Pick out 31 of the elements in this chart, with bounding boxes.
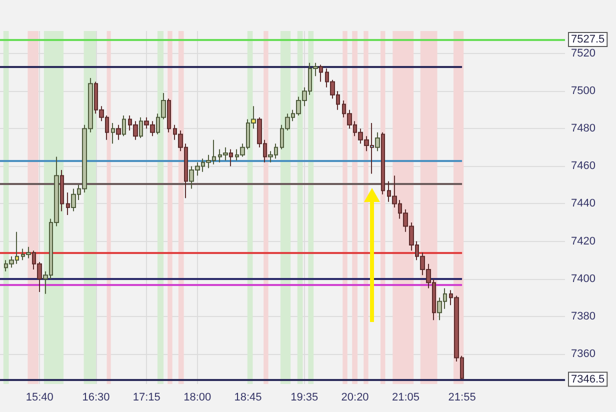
x-tick-label: 16:30 [82, 392, 110, 404]
candlestick [66, 192, 70, 216]
candlestick [111, 122, 115, 144]
candlestick [167, 98, 171, 133]
y-tick-label: 7480 [571, 122, 596, 135]
x-tick-label: 18:45 [234, 392, 262, 404]
ref-line-label: 7527.5 [571, 33, 605, 46]
candlestick [139, 116, 143, 139]
x-tick-label: 21:55 [448, 392, 476, 404]
x-tick-label: 19:35 [290, 392, 318, 404]
x-tick-label: 18:00 [184, 392, 212, 404]
candlestick [381, 132, 385, 195]
candlestick [60, 169, 64, 212]
y-tick-label: 7360 [571, 348, 596, 360]
x-tick-label: 20:20 [341, 392, 369, 404]
y-tick-label: 7460 [571, 160, 596, 172]
y-tick-label: 7400 [571, 272, 596, 285]
y-tick-label: 7520 [571, 48, 596, 60]
x-tick-label: 21:05 [392, 392, 420, 404]
y-tick-label: 7380 [571, 310, 596, 322]
candlestick [229, 148, 233, 167]
candlestick [375, 132, 380, 152]
x-tick-label: 17:15 [132, 392, 160, 404]
x-tick-label: 15:40 [26, 392, 54, 404]
candlestick [116, 124, 121, 140]
y-tick-label: 7440 [571, 198, 596, 210]
y-tick-label: 7500 [571, 85, 596, 98]
candlestick [122, 114, 126, 137]
y-tick-label: 7420 [571, 235, 596, 248]
ref-line-label: 7346.5 [571, 373, 605, 386]
candlestick [319, 64, 323, 82]
